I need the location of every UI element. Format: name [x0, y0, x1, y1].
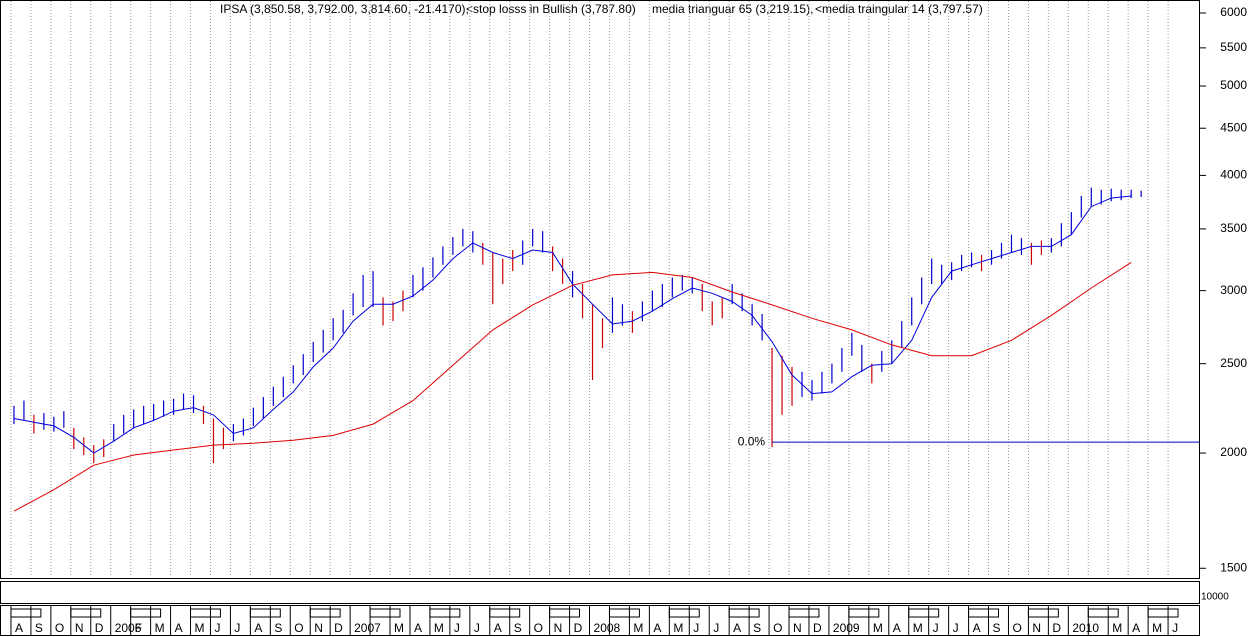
moving-average-line [13, 195, 1132, 454]
y-tick-label: 5500 [1220, 40, 1247, 54]
volume-label: 10000 [1201, 592, 1229, 603]
volume-panel [0, 581, 1200, 604]
x-tick-label: J [933, 621, 939, 635]
x-tick-label: A [973, 621, 981, 635]
period-box [848, 608, 880, 618]
x-tick-label: A [653, 621, 661, 635]
y-tick-label: 4000 [1220, 168, 1247, 182]
x-tick-label: A [1132, 621, 1140, 635]
x-tick-label: S [753, 621, 761, 635]
x-tick-label: 2007 [354, 621, 381, 635]
x-tick-label: S [514, 621, 522, 635]
x-tick-label: M [155, 621, 165, 635]
period-box [249, 608, 281, 618]
period-box [608, 608, 640, 618]
x-tick-label: N [554, 621, 563, 635]
y-tick-label: 6000 [1220, 5, 1247, 19]
period-box [1087, 608, 1119, 618]
period-box [728, 608, 760, 618]
x-tick-label: A [414, 621, 422, 635]
x-tick-label: J [234, 621, 240, 635]
x-tick-label: M [673, 621, 683, 635]
x-tick-label: A [175, 621, 183, 635]
period-box [668, 608, 700, 618]
x-tick-label: D [95, 621, 104, 635]
x-tick-label: J [474, 621, 480, 635]
x-tick-label: O [55, 621, 64, 635]
x-tick-label: S [993, 621, 1001, 635]
period-box [1147, 608, 1179, 618]
period-box [70, 608, 102, 618]
x-tick-label: N [1032, 621, 1041, 635]
y-tick-label: 2500 [1220, 356, 1247, 370]
price-panel [0, 0, 1200, 579]
x-tick-label: S [35, 621, 43, 635]
x-tick-label: N [75, 621, 84, 635]
chart-title: IPSA (3,850.58, 3,792.00, 3,814.60, -21.… [220, 2, 469, 16]
x-tick-label: S [274, 621, 282, 635]
period-box [429, 608, 461, 618]
x-tick-label: J [214, 621, 220, 635]
x-tick-label: M [1152, 621, 1162, 635]
period-box [190, 608, 221, 618]
y-tick-label: 5000 [1220, 78, 1247, 92]
x-tick-label: A [893, 621, 901, 635]
y-tick-label: 3500 [1220, 221, 1247, 235]
x-tick-label: J [693, 621, 699, 635]
legend-text: media trianguar 65 (3,219.15), [652, 2, 813, 16]
period-box [968, 608, 999, 618]
x-tick-label: J [713, 621, 719, 635]
x-tick-label: J [1172, 621, 1178, 635]
x-tick-label: F [135, 621, 142, 635]
time-axis [0, 605, 1200, 636]
x-tick-label: A [254, 621, 262, 635]
period-box [908, 608, 940, 618]
x-tick-label: A [733, 621, 741, 635]
x-tick-label: D [813, 621, 822, 635]
legend-text: <stop losss in Bullish (3,787.80) [466, 2, 636, 16]
x-tick-label: J [454, 621, 460, 635]
x-tick-label: N [793, 621, 802, 635]
x-tick-label: 2009 [833, 621, 860, 635]
y-tick-label: 2000 [1220, 445, 1247, 459]
legend-text: <media traingular 14 (3,797.57) [815, 2, 983, 16]
x-tick-label: O [534, 621, 543, 635]
period-box [130, 608, 162, 618]
period-box [788, 608, 820, 618]
x-tick-label: D [1052, 621, 1061, 635]
x-tick-label: M [1112, 621, 1122, 635]
x-tick-label: O [294, 621, 303, 635]
x-tick-label: D [574, 621, 583, 635]
x-tick-label: O [773, 621, 782, 635]
x-tick-label: M [394, 621, 404, 635]
x-tick-label: D [334, 621, 343, 635]
x-tick-label: M [195, 621, 205, 635]
x-tick-label: M [633, 621, 643, 635]
x-tick-label: A [494, 621, 502, 635]
period-box [1027, 608, 1059, 618]
period-box [10, 608, 42, 618]
x-tick-label: N [314, 621, 323, 635]
y-tick-label: 1500 [1220, 560, 1247, 574]
y-tick-label: 4500 [1220, 120, 1247, 134]
period-box [369, 608, 401, 618]
x-tick-label: 2010 [1072, 621, 1099, 635]
x-tick-label: 2008 [594, 621, 621, 635]
period-box [309, 608, 341, 618]
y-tick-label: 3000 [1220, 283, 1247, 297]
x-tick-label: M [434, 621, 444, 635]
moving-average-line [13, 261, 1132, 512]
x-tick-label: M [913, 621, 923, 635]
period-box [549, 608, 581, 618]
retracement-label: 0.0% [738, 434, 766, 448]
x-tick-label: J [953, 621, 959, 635]
x-tick-label: O [1012, 621, 1021, 635]
x-tick-label: M [873, 621, 883, 635]
x-tick-label: A [15, 621, 23, 635]
x-tick-label: 2006 [115, 621, 142, 635]
period-box [489, 608, 521, 618]
